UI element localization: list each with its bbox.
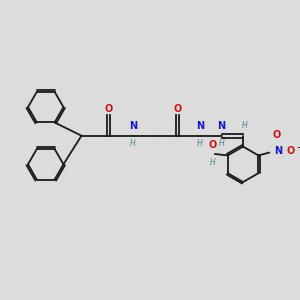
Text: H: H — [242, 121, 248, 130]
Text: H: H — [219, 139, 224, 148]
Text: H: H — [130, 139, 136, 148]
Text: H: H — [210, 158, 216, 167]
Text: N: N — [218, 121, 226, 130]
Text: O: O — [173, 104, 182, 114]
Text: O: O — [209, 140, 217, 150]
Text: ⁻: ⁻ — [296, 145, 300, 155]
Text: N: N — [196, 121, 204, 130]
Text: N: N — [274, 146, 283, 156]
Text: N: N — [129, 121, 137, 130]
Text: O: O — [273, 130, 281, 140]
Text: O: O — [286, 146, 295, 156]
Text: H: H — [197, 139, 203, 148]
Text: O: O — [104, 104, 113, 114]
